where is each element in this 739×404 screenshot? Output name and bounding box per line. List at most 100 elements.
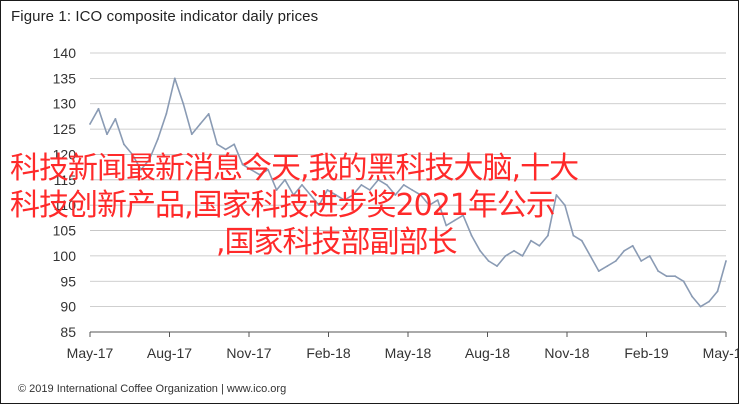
series-points bbox=[89, 77, 727, 308]
y-tick-label: 115 bbox=[54, 172, 77, 188]
y-tick-label: 125 bbox=[53, 121, 77, 137]
data-point-24 bbox=[292, 194, 295, 196]
data-point-44 bbox=[462, 214, 464, 217]
data-point-38 bbox=[411, 189, 414, 191]
y-tick-label: 110 bbox=[54, 197, 77, 213]
data-point-49 bbox=[504, 255, 507, 257]
data-point-21 bbox=[267, 168, 269, 171]
x-tick-label: Aug-18 bbox=[465, 345, 510, 361]
data-point-7 bbox=[148, 158, 151, 161]
x-axis-ticks: May-17 Aug-17 Nov-17 Feb-18 May-18 Aug-18 Nov-… bbox=[67, 332, 739, 361]
y-axis-ticks: 85 90 95 100 105 110 115 120 125 130 135 140 bbox=[53, 45, 77, 340]
data-point-54 bbox=[547, 234, 549, 237]
data-point-20 bbox=[258, 173, 261, 176]
x-tick-label: Feb-19 bbox=[624, 345, 669, 361]
data-point-28 bbox=[326, 189, 329, 191]
data-point-39 bbox=[419, 194, 422, 196]
data-point-75 bbox=[725, 260, 727, 262]
data-point-26 bbox=[309, 194, 312, 196]
y-tick-label: 120 bbox=[53, 146, 77, 162]
data-point-6 bbox=[140, 168, 142, 171]
data-point-3 bbox=[114, 118, 117, 120]
data-point-35 bbox=[385, 184, 388, 186]
data-point-18 bbox=[241, 163, 244, 166]
data-point-51 bbox=[521, 255, 524, 257]
data-point-23 bbox=[284, 178, 286, 181]
data-point-59 bbox=[589, 255, 592, 257]
x-tick-label: Aug-17 bbox=[147, 345, 192, 361]
data-point-47 bbox=[487, 260, 490, 262]
data-point-15 bbox=[216, 143, 219, 146]
data-point-13 bbox=[199, 123, 202, 125]
data-point-67 bbox=[657, 270, 660, 272]
data-point-41 bbox=[436, 199, 439, 202]
x-tick-label: Nov-17 bbox=[226, 345, 271, 361]
data-point-10 bbox=[173, 77, 176, 80]
x-tick-label: May-17 bbox=[67, 345, 114, 361]
data-point-0 bbox=[89, 123, 91, 125]
chart-title: Figure 1: ICO composite indicator daily … bbox=[11, 8, 319, 25]
data-point-50 bbox=[513, 249, 515, 252]
data-point-53 bbox=[538, 244, 541, 247]
y-tick-label: 85 bbox=[60, 324, 76, 340]
data-point-2 bbox=[106, 133, 108, 136]
data-point-4 bbox=[123, 143, 125, 146]
series-line bbox=[89, 77, 727, 308]
y-tick-label: 140 bbox=[53, 45, 77, 61]
data-point-70 bbox=[682, 280, 685, 283]
data-point-1 bbox=[97, 107, 100, 110]
data-point-9 bbox=[165, 113, 168, 115]
overlay-text-line-1: 科技新闻最新消息今天,我的黑科技大脑,十大 bbox=[10, 151, 579, 186]
data-point-30 bbox=[343, 199, 346, 202]
data-point-61 bbox=[606, 265, 609, 267]
data-point-34 bbox=[377, 178, 380, 181]
data-point-45 bbox=[470, 234, 473, 237]
data-point-52 bbox=[530, 239, 532, 242]
data-point-14 bbox=[207, 113, 210, 115]
y-tick-label: 100 bbox=[53, 248, 77, 264]
data-point-37 bbox=[402, 184, 405, 186]
data-point-56 bbox=[564, 204, 566, 207]
x-tick-label: Nov-18 bbox=[544, 345, 589, 361]
data-point-63 bbox=[623, 249, 626, 252]
data-point-72 bbox=[699, 305, 702, 308]
data-point-66 bbox=[648, 255, 651, 257]
data-point-16 bbox=[224, 148, 227, 151]
data-point-22 bbox=[275, 189, 278, 191]
data-point-42 bbox=[445, 224, 448, 227]
data-point-68 bbox=[665, 275, 668, 278]
overlay-text-line-3: ,国家科技部副部长 bbox=[216, 225, 458, 260]
x-tick-label: May-19 bbox=[703, 345, 739, 361]
data-point-5 bbox=[131, 153, 134, 156]
data-point-33 bbox=[368, 189, 371, 191]
data-point-74 bbox=[716, 290, 719, 293]
data-point-31 bbox=[352, 194, 354, 196]
data-point-55 bbox=[555, 194, 558, 196]
data-point-40 bbox=[428, 204, 431, 207]
x-tick-label: Feb-18 bbox=[306, 345, 351, 361]
data-point-62 bbox=[614, 260, 617, 262]
data-point-27 bbox=[318, 204, 320, 207]
data-point-17 bbox=[233, 143, 236, 146]
data-point-25 bbox=[301, 184, 303, 186]
y-tick-label: 135 bbox=[53, 70, 77, 86]
data-point-19 bbox=[250, 168, 253, 171]
data-point-73 bbox=[708, 300, 710, 303]
data-point-43 bbox=[453, 219, 456, 222]
copyright-footer: © 2019 International Coffee Organization… bbox=[18, 383, 287, 395]
data-point-58 bbox=[580, 239, 583, 242]
data-point-65 bbox=[640, 260, 643, 262]
overlay-text-line-2: 科技创新产品,国家科技进步奖2021年公示 bbox=[10, 188, 556, 223]
x-tick-label: May-18 bbox=[385, 345, 432, 361]
y-tick-label: 95 bbox=[60, 273, 76, 289]
data-point-48 bbox=[496, 265, 498, 267]
y-tick-label: 90 bbox=[60, 299, 76, 315]
data-point-36 bbox=[394, 194, 397, 196]
data-point-57 bbox=[572, 234, 575, 237]
data-point-12 bbox=[190, 133, 193, 136]
data-point-46 bbox=[479, 249, 481, 252]
data-point-60 bbox=[597, 270, 600, 272]
data-point-8 bbox=[156, 138, 159, 141]
